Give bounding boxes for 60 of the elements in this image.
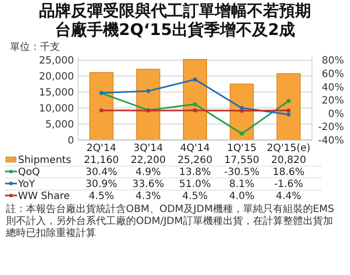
bar: [136, 68, 160, 140]
data-label: 25,260: [178, 155, 212, 166]
y2-tick-label: 40%: [322, 82, 344, 94]
point: [286, 99, 291, 104]
y2-tick-label: 0%: [328, 108, 344, 120]
x-tick-label: 2Q'15(e): [266, 143, 311, 154]
point: [146, 89, 150, 94]
y-tick-label: 10,000: [39, 104, 74, 115]
y-tick-label: 15,000: [39, 88, 74, 99]
data-label: 4.3%: [135, 191, 161, 202]
annotation: 註：本報告台廠出貨統計含OBM、ODM及JDM機種，單純只有組裝的EMS則不計入，另外台系代工廠的ODM/JDM訂單機種出貨，在計算整體出貨加總時已扣除重複計算: [6, 204, 334, 239]
data-label: 30.9%: [86, 179, 118, 190]
data-label: -1.6%: [274, 179, 304, 190]
data-label: 30.4%: [86, 167, 118, 178]
y2-tick-label: 60%: [322, 68, 344, 80]
y2-tick-label: -40%: [318, 136, 344, 146]
point: [193, 77, 197, 82]
subtitle: 台廠手機2Q‘15出貨季增不及2成: [54, 20, 296, 39]
y2-tick-label: 20%: [322, 96, 344, 107]
bar: [183, 59, 207, 140]
data-label: 4.5%: [88, 191, 114, 202]
data-label: 8.1%: [229, 179, 255, 190]
data-label: 22,200: [130, 155, 166, 166]
legend-label: Shipments: [18, 155, 72, 166]
x-tick-label: 2Q'14: [86, 143, 116, 154]
annotation: 單位：千支: [10, 42, 60, 53]
legend-label: YoY: [17, 179, 36, 190]
data-label: 20,820: [271, 155, 306, 166]
y2-tick-label: -20%: [318, 122, 344, 134]
data-label: 4.5%: [182, 191, 208, 202]
point: [240, 108, 244, 113]
bar: [276, 73, 301, 140]
title: 品牌反彈受限與代工訂單增幅不若預期: [39, 1, 311, 20]
point: [286, 108, 291, 112]
y-tick-label: 25,000: [39, 56, 74, 67]
y-tick-label: 0: [68, 136, 74, 146]
point: [99, 108, 104, 112]
point: [286, 112, 291, 116]
data-label: 51.0%: [179, 179, 211, 190]
x-tick-label: 3Q'14: [133, 143, 164, 154]
bar: [89, 72, 114, 140]
data-label: 18.6%: [272, 167, 304, 178]
y2-tick-label: 80%: [322, 56, 344, 67]
x-tick-label: 1Q'15: [226, 143, 257, 154]
data-label: 33.6%: [132, 179, 164, 190]
data-label: 21,160: [84, 155, 119, 166]
point: [240, 132, 244, 136]
point: [193, 108, 197, 112]
y-tick-label: 5,000: [45, 120, 74, 131]
legend-label: WW Share: [18, 191, 70, 202]
data-label: 4.4%: [276, 191, 302, 202]
y-tick-label: 20,000: [39, 72, 74, 83]
data-label: -30.5%: [224, 167, 260, 178]
data-label: 13.8%: [179, 167, 211, 178]
data-label: 4.0%: [229, 191, 255, 202]
data-label: 17,550: [224, 155, 260, 166]
x-tick-label: 4Q'14: [180, 143, 210, 154]
legend-label: QoQ: [18, 167, 40, 178]
data-label: 4.9%: [135, 167, 161, 178]
point: [193, 102, 197, 106]
